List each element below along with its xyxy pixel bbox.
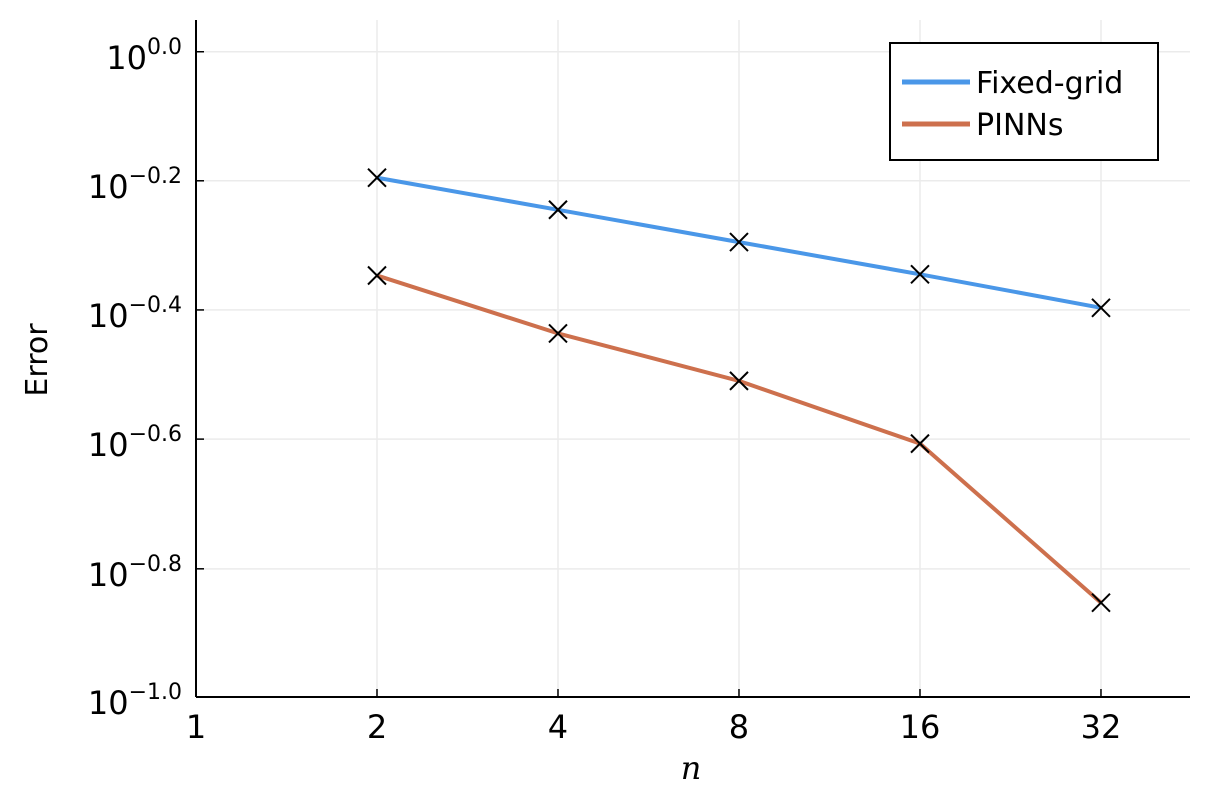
marker-stroke (548, 200, 568, 220)
x-tick-label: 16 (900, 708, 941, 746)
y-axis-label: Error (20, 323, 55, 397)
y-ticks: 100.0 10−0.2 10−0.4 10−0.6 10−0.8 10−1.0 (88, 35, 204, 722)
data-point-marker (729, 232, 749, 252)
marker-stroke (548, 323, 568, 344)
y-tick-label: 10−0.6 (88, 422, 182, 464)
marker-stroke (1091, 593, 1111, 613)
y-tick-label: 10−0.4 (88, 293, 182, 335)
marker-stroke (729, 232, 749, 252)
y-tick-label: 10−0.8 (88, 552, 182, 594)
axes (195, 20, 1190, 698)
data-point-marker (1091, 593, 1111, 613)
x-tick-label: 2 (367, 708, 387, 746)
marker-stroke (910, 433, 930, 454)
data-point-marker (729, 371, 749, 391)
marker-stroke (729, 371, 749, 391)
marker-stroke (367, 167, 387, 188)
x-tick-label: 8 (729, 708, 749, 746)
series-layer (367, 167, 1111, 613)
legend: Fixed-grid PINNs (889, 42, 1159, 161)
data-point-marker (548, 323, 568, 344)
marker-stroke (1091, 298, 1111, 318)
marker-stroke (910, 264, 930, 284)
legend-label: Fixed-grid (976, 66, 1123, 101)
legend-box (889, 42, 1159, 161)
data-point-marker (910, 433, 930, 454)
y-tick-label: 10−1.0 (88, 680, 182, 722)
data-point-marker (548, 200, 568, 220)
data-point-marker (367, 167, 387, 188)
y-tick-label: 10−0.2 (88, 164, 182, 206)
x-ticks: 1 2 4 8 16 32 (186, 689, 1122, 746)
x-tick-label: 32 (1081, 708, 1122, 746)
x-tick-label: 4 (548, 708, 568, 746)
data-point-marker (1091, 298, 1111, 318)
x-axis-label: n (681, 749, 702, 787)
data-point-marker (910, 264, 930, 284)
marker-stroke (367, 265, 387, 286)
x-tick-label: 1 (186, 708, 206, 746)
y-tick-label: 100.0 (106, 35, 182, 77)
legend-label: PINNs (976, 108, 1063, 143)
data-point-marker (367, 265, 387, 286)
